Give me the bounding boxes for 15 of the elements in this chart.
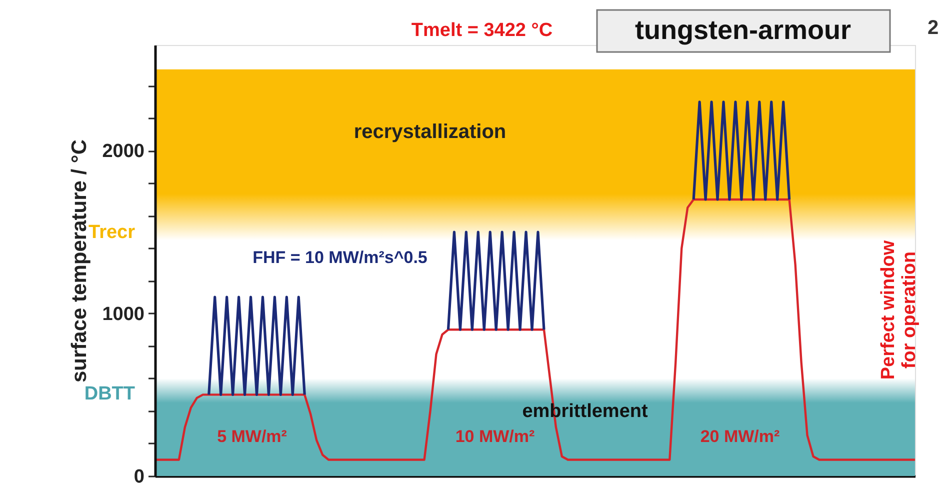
y-tick-label: 0 xyxy=(134,466,144,483)
annotation: FHF = 10 MW/m²s^0.5 xyxy=(252,248,428,267)
y-axis-title: surface temperature / °C xyxy=(68,140,92,382)
chart-title: tungsten-armour xyxy=(635,15,852,45)
y-tick-label: 1000 xyxy=(102,304,144,325)
annotation: 20 MW/m² xyxy=(700,427,780,446)
y-tick-label: 2000 xyxy=(102,141,144,162)
annotation: 10 MW/m² xyxy=(455,427,536,446)
band-label: DBTT xyxy=(84,383,136,404)
annotation: Perfect window for operation xyxy=(878,240,920,380)
annotation: 5 MW/m² xyxy=(217,427,288,446)
annotation: recrystallization xyxy=(354,121,506,143)
chart-subtitle: Tmelt = 3422 °C xyxy=(411,20,553,41)
band-label: Trecr xyxy=(88,222,136,244)
text: 2 xyxy=(927,17,939,39)
